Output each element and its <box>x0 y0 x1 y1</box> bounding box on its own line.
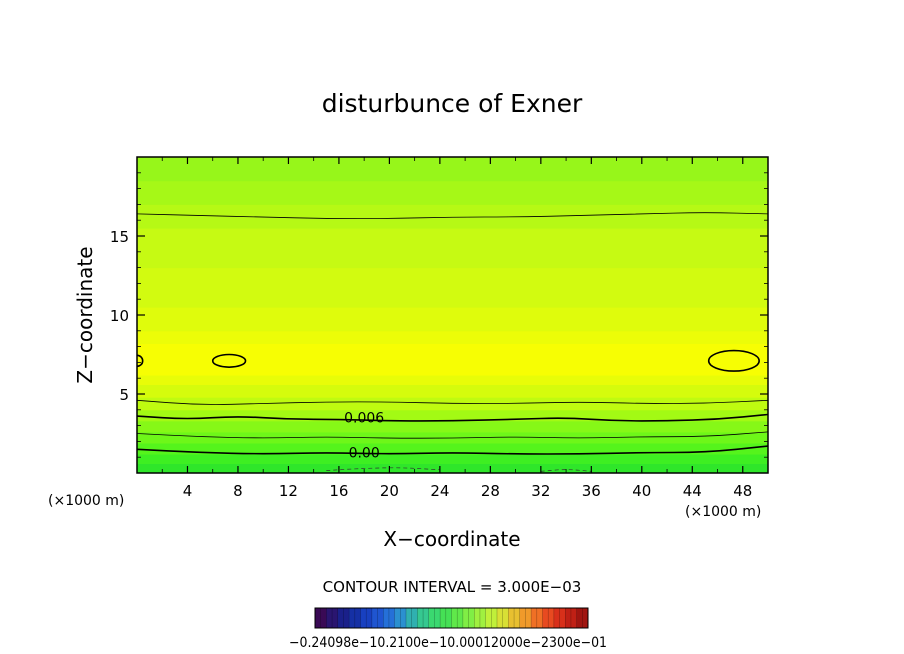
x-tick-label-2: 12 <box>279 482 298 500</box>
fill-band-5 <box>137 409 768 422</box>
contour-labels: 0.006 0.00 <box>344 411 384 462</box>
x-tick-label-0: 4 <box>183 482 193 500</box>
contour-fill-bands <box>137 157 768 473</box>
y-axis-ticks: 5 10 15 <box>110 172 768 458</box>
negative-contour-1 <box>540 469 592 472</box>
x-tick-label-9: 40 <box>632 482 651 500</box>
closed-contour-0 <box>211 353 247 368</box>
x-tick-label-4: 20 <box>380 482 399 500</box>
contour-lines <box>137 212 768 472</box>
x-unit-label-left: (×1000 m) <box>48 493 124 509</box>
colorbar-frame <box>314 607 589 629</box>
contour-line-4 <box>137 212 768 220</box>
x-unit-label-right: (×1000 m) <box>685 504 761 520</box>
fill-band-16 <box>137 157 768 182</box>
x-axis-ticks: 4 8 12 16 20 24 28 32 36 40 44 48 <box>161 157 752 500</box>
x-axis-label: X−coordinate <box>383 527 520 551</box>
fill-band-13 <box>137 228 768 269</box>
fill-band-9 <box>137 343 768 376</box>
contour-label-0: 0.006 <box>344 411 384 427</box>
colorbar <box>314 607 589 629</box>
contour-label-1: 0.00 <box>349 445 380 461</box>
x-tick-label-3: 16 <box>329 482 348 500</box>
fill-band-8 <box>137 375 768 386</box>
contour-line-0 <box>137 445 768 455</box>
fill-band-0 <box>137 463 768 473</box>
y-tick-label-2: 15 <box>110 228 129 246</box>
x-tick-label-5: 24 <box>430 482 449 500</box>
contour-line-2 <box>137 413 768 422</box>
fill-band-7 <box>137 384 768 398</box>
y-tick-label-0: 5 <box>119 386 129 404</box>
closed-contour-2 <box>137 354 144 368</box>
x-tick-label-10: 44 <box>683 482 702 500</box>
fill-band-15 <box>137 180 768 205</box>
fill-band-12 <box>137 267 768 308</box>
closed-contour-1 <box>707 349 760 372</box>
contour-line-1 <box>137 431 768 439</box>
contour-line-3 <box>137 399 768 405</box>
chart-title: disturbunce of Exner <box>322 89 583 118</box>
colorbar-labels: −0.24098e−10.2100e−10.00012000e−2300e−01 <box>289 635 607 651</box>
x-tick-label-6: 28 <box>481 482 500 500</box>
x-tick-label-1: 8 <box>233 482 243 500</box>
negative-contour-0 <box>326 467 440 471</box>
contour-interval-text: CONTOUR INTERVAL = 3.000E−03 <box>323 578 582 596</box>
x-tick-label-7: 32 <box>531 482 550 500</box>
x-tick-label-8: 36 <box>582 482 601 500</box>
fill-band-1 <box>137 454 768 465</box>
fill-band-4 <box>137 420 768 433</box>
fill-band-2 <box>137 442 768 455</box>
fill-band-11 <box>137 307 768 332</box>
y-axis-label: Z−coordinate <box>73 246 97 383</box>
fill-band-10 <box>137 330 768 344</box>
y-tick-label-1: 10 <box>110 307 129 325</box>
x-tick-label-11: 48 <box>733 482 752 500</box>
fill-band-6 <box>137 397 768 411</box>
